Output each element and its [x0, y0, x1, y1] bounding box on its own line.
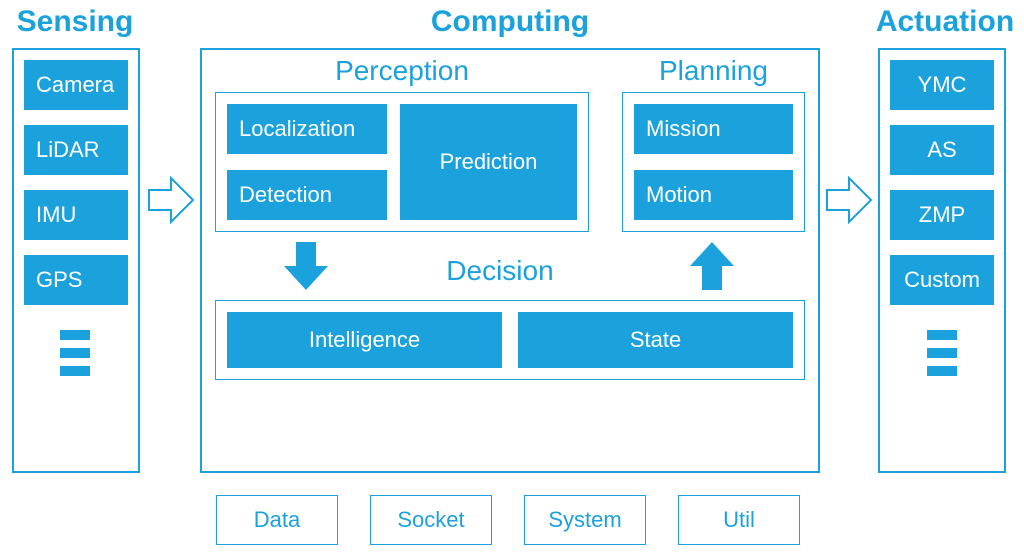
decision-state: State	[518, 312, 793, 368]
arrow-decision-to-planning	[688, 240, 736, 292]
decision-title: Decision	[335, 255, 665, 287]
planning-motion: Motion	[634, 170, 793, 220]
actuation-ellipsis-dot	[927, 366, 957, 376]
computing-header: Computing	[200, 5, 820, 39]
sensing-header: Sensing	[10, 5, 140, 39]
bottom-util: Util	[678, 495, 800, 545]
arrow-sensing-to-computing	[147, 170, 195, 230]
actuation-item-zmp: ZMP	[890, 190, 994, 240]
perception-title: Perception	[215, 55, 589, 87]
sensing-ellipsis-dot	[60, 330, 90, 340]
arrow-computing-to-actuation	[825, 170, 873, 230]
sensing-item-gps: GPS	[24, 255, 128, 305]
bottom-socket: Socket	[370, 495, 492, 545]
bottom-system: System	[524, 495, 646, 545]
actuation-item-ymc: YMC	[890, 60, 994, 110]
sensing-ellipsis-dot	[60, 366, 90, 376]
arrow-perception-to-decision	[282, 240, 330, 292]
actuation-header: Actuation	[870, 5, 1020, 39]
sensing-item-imu: IMU	[24, 190, 128, 240]
planning-title: Planning	[622, 55, 805, 87]
perception-detection: Detection	[227, 170, 387, 220]
bottom-data: Data	[216, 495, 338, 545]
sensing-item-camera: Camera	[24, 60, 128, 110]
sensing-item-lidar: LiDAR	[24, 125, 128, 175]
perception-prediction: Prediction	[400, 104, 577, 220]
actuation-ellipsis-dot	[927, 330, 957, 340]
sensing-ellipsis-dot	[60, 348, 90, 358]
actuation-item-custom: Custom	[890, 255, 994, 305]
actuation-item-as: AS	[890, 125, 994, 175]
perception-localization: Localization	[227, 104, 387, 154]
actuation-ellipsis-dot	[927, 348, 957, 358]
decision-intelligence: Intelligence	[227, 312, 502, 368]
planning-mission: Mission	[634, 104, 793, 154]
